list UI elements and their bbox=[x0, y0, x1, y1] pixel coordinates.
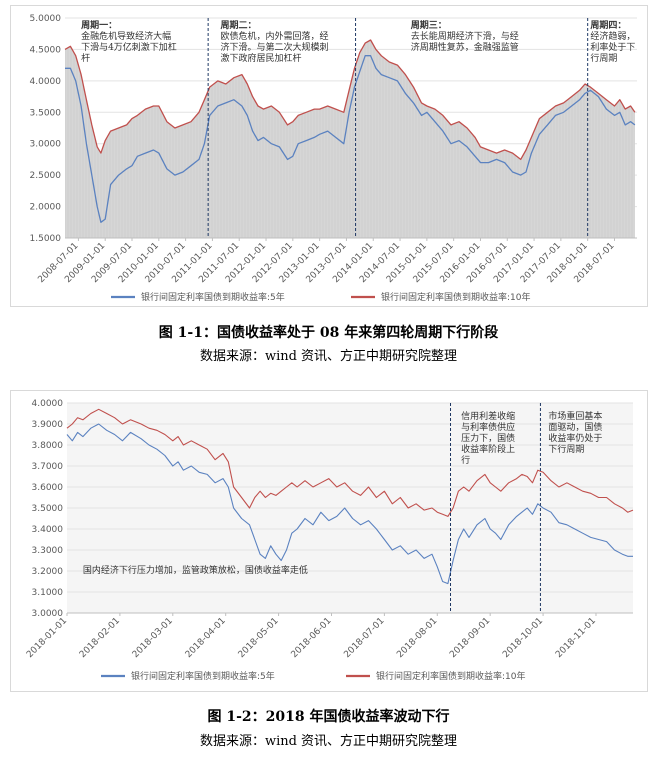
annotation-line: 金融危机导致经济大幅 bbox=[81, 30, 171, 42]
y-tick-label: 2.0000 bbox=[30, 203, 62, 213]
y-tick-label: 3.4000 bbox=[32, 525, 64, 535]
annotation-line: 下行周期 bbox=[548, 443, 584, 455]
annotation-line: 利率处于下 bbox=[590, 41, 635, 53]
chart-panel-2: 3.0000 3.1000 3.2000 3.3000 3.4000 3.5000 3.60… bbox=[10, 390, 648, 692]
x-tick-label: 2018-02-01 bbox=[78, 616, 122, 660]
chart-svg-2: 3.0000 3.1000 3.2000 3.3000 3.4000 3.5000 3.60… bbox=[25, 399, 634, 682]
x-tick-label: 2018-09-01 bbox=[448, 616, 492, 660]
y-tick-label: 3.9000 bbox=[32, 420, 64, 430]
annotation-line: 收益率仍处于 bbox=[548, 432, 602, 444]
legend-label: 银行间固定利率国债到期收益率:10年 bbox=[381, 291, 531, 303]
annotation-line: 市场重回基本 bbox=[548, 410, 602, 422]
y-tick-label: 5.0000 bbox=[30, 14, 62, 24]
x-tick-label: 2018-10-01 bbox=[501, 616, 545, 660]
annotation-line: 杆 bbox=[81, 52, 90, 64]
annotation-line: 与利率债供应 bbox=[461, 421, 515, 433]
caption-1: 图 1-1：国债收益率处于 08 年来第四轮周期下行阶段 bbox=[158, 325, 499, 341]
x-tick-label: 2018-03-01 bbox=[131, 616, 175, 660]
y-tick-label: 3.7000 bbox=[32, 462, 64, 472]
legend-label: 银行间固定利率国债到期收益率:5年 bbox=[141, 291, 285, 303]
annotation-line: 收益率阶段上 bbox=[461, 443, 515, 455]
y-tick-label: 4.0000 bbox=[32, 399, 64, 409]
y-tick-label: 3.5000 bbox=[30, 108, 62, 118]
y-tick-label: 3.0000 bbox=[32, 609, 64, 619]
annotation-line: 国内经济下行压力增加，监管政策放松，国债收益率走低 bbox=[83, 564, 308, 576]
annotation-line: 去长能周期经济下滑，与经 bbox=[411, 30, 519, 42]
annotation-line: 经济趋弱， bbox=[590, 30, 635, 42]
annotation-line: 济下滑。与第二次大规模刺 bbox=[220, 41, 328, 53]
x-tick-label: 2018-04-01 bbox=[184, 616, 228, 660]
annotation-line: 下滑与4万亿刺激下加杠 bbox=[81, 41, 177, 53]
x-tick-label: 2018-08-01 bbox=[395, 616, 439, 660]
y-tick-label: 3.1000 bbox=[32, 588, 64, 598]
y-tick-label: 3.3000 bbox=[32, 546, 64, 556]
annotation-line: 周期三： bbox=[411, 19, 447, 31]
y-tick-label: 4.5000 bbox=[30, 45, 62, 55]
annotation-line: 行周期 bbox=[590, 52, 617, 64]
y-tick-label: 3.2000 bbox=[32, 567, 64, 577]
annotation-line: 行 bbox=[461, 454, 470, 466]
y-tick-label: 3.8000 bbox=[32, 441, 64, 451]
caption-2: 图 1-2：2018 年国债收益率波动下行 bbox=[207, 709, 450, 725]
x-tick-label: 2018-07-01 bbox=[342, 616, 386, 660]
annotation-line: 周期四： bbox=[590, 19, 626, 31]
chart-svg-1: 1.5000 2.0000 2.5000 3.0000 3.5000 4.0000 4.50… bbox=[30, 14, 637, 303]
annotation-line: 信用利差收缩 bbox=[461, 410, 515, 422]
series-line-5y bbox=[66, 423, 633, 585]
source-2: 数据来源：wind 资讯、方正中期研究院整理 bbox=[199, 734, 458, 749]
y-tick-label: 2.5000 bbox=[30, 171, 62, 181]
annotation-line: 济周期性复苏，金融强监管 bbox=[411, 41, 519, 53]
x-tick-label: 2018-05-01 bbox=[237, 616, 281, 660]
chart-panel-1: 1.5000 2.0000 2.5000 3.0000 3.5000 4.0000 4.50… bbox=[10, 5, 648, 307]
annotation-line: 周期一： bbox=[81, 19, 117, 31]
source-1: 数据来源：wind 资讯、方正中期研究院整理 bbox=[199, 349, 458, 364]
annotation-line: 激下政府居民加杠杆 bbox=[220, 52, 301, 64]
legend-label: 银行间固定利率国债到期收益率:5年 bbox=[131, 670, 275, 682]
y-tick-label: 4.0000 bbox=[30, 77, 62, 87]
annotation-line: 压力下，国债 bbox=[461, 432, 515, 444]
y-tick-label: 1.5000 bbox=[30, 234, 62, 244]
x-tick-label: 2018-11-01 bbox=[554, 616, 598, 660]
annotation-line: 面驱动，国债 bbox=[548, 421, 602, 433]
y-tick-label: 3.5000 bbox=[32, 504, 64, 514]
series-line-10y bbox=[64, 39, 636, 161]
annotation-line: 周期二： bbox=[220, 19, 256, 31]
x-tick-label: 2018-06-01 bbox=[290, 616, 334, 660]
annotation-line: 欧债危机，内外需回落，经 bbox=[220, 30, 328, 42]
y-tick-label: 3.0000 bbox=[30, 140, 62, 150]
series-line-5y bbox=[65, 55, 636, 223]
x-tick-label: 2018-01-01 bbox=[25, 616, 69, 660]
annotation-3: 国内经济下行压力增加，监管政策放松，国债收益率走低 bbox=[83, 564, 308, 576]
series-line-10y bbox=[66, 408, 634, 517]
legend-label: 银行间固定利率国债到期收益率:10年 bbox=[376, 670, 526, 682]
y-tick-label: 3.6000 bbox=[32, 483, 64, 493]
